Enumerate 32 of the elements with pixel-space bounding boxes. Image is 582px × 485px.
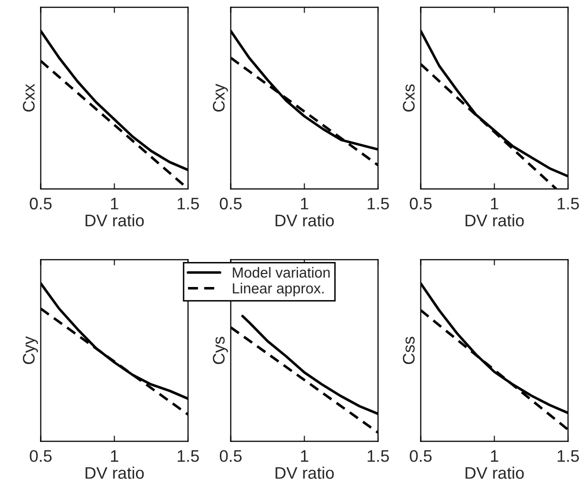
x-tick-label: 1 [491, 198, 498, 210]
y-axis-title: Cxy [212, 84, 228, 112]
x-tick-label: 1 [301, 198, 308, 210]
x-axis-title: DV ratio [276, 214, 334, 226]
x-tick-label: 0.5 [220, 450, 242, 462]
y-axis-title: Cxx [22, 84, 35, 112]
y-axis-title: Css [402, 336, 415, 364]
x-tick-label: 1.5 [368, 450, 389, 462]
x-axis-title: DV ratio [466, 466, 524, 479]
x-tick-label: 1 [301, 450, 308, 462]
x-tick-label: 0.5 [220, 198, 242, 210]
x-tick-label: 1.5 [178, 450, 199, 462]
x-tick-label: 0.5 [410, 198, 432, 210]
x-axis-title: DV ratio [86, 214, 144, 226]
y-axis-title: Cys [212, 336, 228, 364]
legend-label: Linear approx. [232, 282, 324, 296]
x-axis-title: DV ratio [86, 466, 144, 479]
text: Model variation [232, 267, 330, 278]
x-tick-label: 1 [491, 450, 498, 462]
y-axis-title: Cxs [402, 84, 415, 112]
y-axis-title: Cyy [22, 336, 38, 364]
x-tick-label: 0.5 [30, 198, 52, 210]
x-tick-label: 1 [111, 450, 118, 462]
x-tick-label: 1.5 [558, 450, 579, 462]
x-tick-label: 0.5 [410, 450, 432, 462]
x-tick-label: 1.5 [368, 198, 389, 210]
x-tick-label: 1.5 [178, 198, 199, 210]
x-axis-title: DV ratio [466, 214, 524, 226]
x-axis-title: DV ratio [276, 466, 334, 479]
x-tick-label: 0.5 [30, 450, 52, 462]
x-tick-label: 1.5 [558, 198, 579, 210]
x-tick-label: 1 [111, 198, 118, 210]
